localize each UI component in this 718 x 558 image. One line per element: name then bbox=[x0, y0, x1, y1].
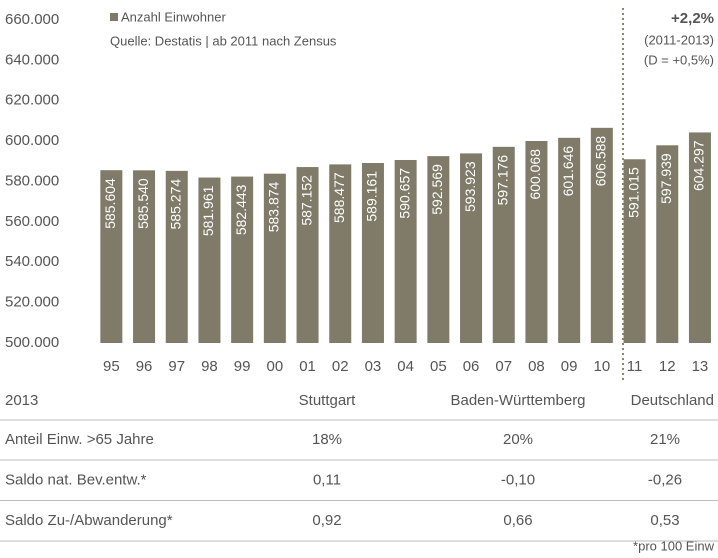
bar bbox=[688, 132, 711, 343]
bar bbox=[231, 176, 254, 343]
bar bbox=[361, 163, 384, 343]
y-tick-label: 520.000 bbox=[5, 294, 59, 311]
bar bbox=[133, 170, 156, 343]
y-tick-label: 560.000 bbox=[5, 213, 59, 230]
value-label: 601.646 bbox=[560, 146, 576, 197]
bar bbox=[623, 159, 646, 343]
subtitle: Quelle: Destatis | ab 2011 nach Zensus bbox=[110, 33, 337, 48]
table-cell: Saldo nat. Bev.entw.* bbox=[5, 471, 147, 488]
annotation: (2011-2013) bbox=[644, 32, 714, 47]
value-label: 587.152 bbox=[298, 175, 314, 226]
value-label: 597.176 bbox=[494, 155, 510, 206]
x-tick-label: 07 bbox=[495, 358, 512, 375]
value-label: 606.588 bbox=[593, 136, 609, 187]
x-tick-label: 99 bbox=[234, 358, 251, 375]
value-label: 585.274 bbox=[167, 179, 183, 230]
value-label: 583.874 bbox=[266, 181, 282, 232]
y-tick-label: 600.000 bbox=[5, 132, 59, 149]
x-tick-label: 12 bbox=[659, 358, 676, 375]
table-cell: 21% bbox=[650, 431, 680, 448]
table-cell: -0,26 bbox=[648, 471, 682, 488]
value-label: 593.923 bbox=[462, 161, 478, 212]
bar bbox=[263, 173, 286, 343]
table-cell: 0,66 bbox=[503, 512, 532, 529]
bar bbox=[100, 170, 123, 343]
x-tick-label: 08 bbox=[528, 358, 545, 375]
table-cell: Anteil Einw. >65 Jahre bbox=[5, 431, 154, 448]
x-tick-label: 09 bbox=[561, 358, 578, 375]
y-tick-label: 500.000 bbox=[5, 334, 59, 351]
x-tick-label: 96 bbox=[136, 358, 153, 375]
x-tick-label: 01 bbox=[299, 358, 316, 375]
bar bbox=[460, 153, 483, 343]
value-label: 582.443 bbox=[233, 184, 249, 235]
value-label: 589.161 bbox=[364, 171, 380, 222]
table-cell: 0,92 bbox=[312, 512, 341, 529]
footnote: *pro 100 Einw bbox=[633, 538, 715, 553]
table-cell: -0,10 bbox=[501, 471, 535, 488]
y-tick-label: 540.000 bbox=[5, 253, 59, 270]
y-tick-label: 620.000 bbox=[5, 92, 59, 109]
x-tick-label: 04 bbox=[397, 358, 414, 375]
table-cell: 20% bbox=[503, 431, 533, 448]
bar bbox=[296, 167, 319, 343]
annotation: (D = +0,5%) bbox=[644, 52, 714, 67]
legend-swatch bbox=[110, 13, 118, 21]
x-tick-label: 03 bbox=[365, 358, 382, 375]
x-tick-label: 11 bbox=[627, 358, 643, 375]
value-label: 597.939 bbox=[658, 153, 674, 204]
y-tick-label: 640.000 bbox=[5, 51, 59, 68]
bar bbox=[165, 170, 188, 343]
bar bbox=[558, 137, 581, 343]
x-tick-label: 05 bbox=[430, 358, 447, 375]
bar bbox=[427, 156, 450, 343]
table-cell: 0,11 bbox=[313, 471, 341, 488]
x-tick-label: 97 bbox=[168, 358, 185, 375]
bar bbox=[198, 177, 221, 343]
bar bbox=[394, 159, 417, 343]
value-label: 588.477 bbox=[331, 172, 347, 223]
x-tick-label: 13 bbox=[692, 358, 709, 375]
table-header: Stuttgart bbox=[299, 392, 357, 409]
value-label: 592.569 bbox=[429, 164, 445, 215]
value-label: 585.604 bbox=[102, 178, 118, 229]
value-label: 581.961 bbox=[200, 185, 216, 236]
x-tick-label: 00 bbox=[267, 358, 284, 375]
annotation: +2,2% bbox=[671, 10, 714, 27]
value-label: 585.540 bbox=[135, 178, 151, 229]
table-cell: Saldo Zu-/Abwanderung* bbox=[5, 512, 173, 529]
bar bbox=[329, 164, 352, 343]
table-cell: 18% bbox=[312, 431, 342, 448]
value-label: 591.015 bbox=[625, 167, 641, 218]
y-tick-label: 660.000 bbox=[5, 11, 59, 28]
legend-label: Anzahl Einwohner bbox=[121, 9, 226, 24]
y-tick-label: 580.000 bbox=[5, 172, 59, 189]
table-header: 2013 bbox=[5, 392, 38, 409]
table-cell: 0,53 bbox=[650, 512, 679, 529]
bar bbox=[656, 145, 679, 343]
value-label: 604.297 bbox=[691, 140, 707, 191]
bar bbox=[492, 146, 515, 343]
x-tick-label: 95 bbox=[103, 358, 120, 375]
x-tick-label: 98 bbox=[201, 358, 218, 375]
bar bbox=[590, 127, 613, 344]
bar bbox=[525, 140, 548, 343]
value-label: 590.657 bbox=[396, 168, 412, 219]
x-tick-label: 02 bbox=[332, 358, 349, 375]
table-header: Baden-Württemberg bbox=[450, 392, 585, 409]
table-header: Deutschland bbox=[631, 392, 714, 409]
x-tick-label: 10 bbox=[594, 358, 611, 375]
value-label: 600.068 bbox=[527, 149, 543, 200]
x-tick-label: 06 bbox=[463, 358, 480, 375]
